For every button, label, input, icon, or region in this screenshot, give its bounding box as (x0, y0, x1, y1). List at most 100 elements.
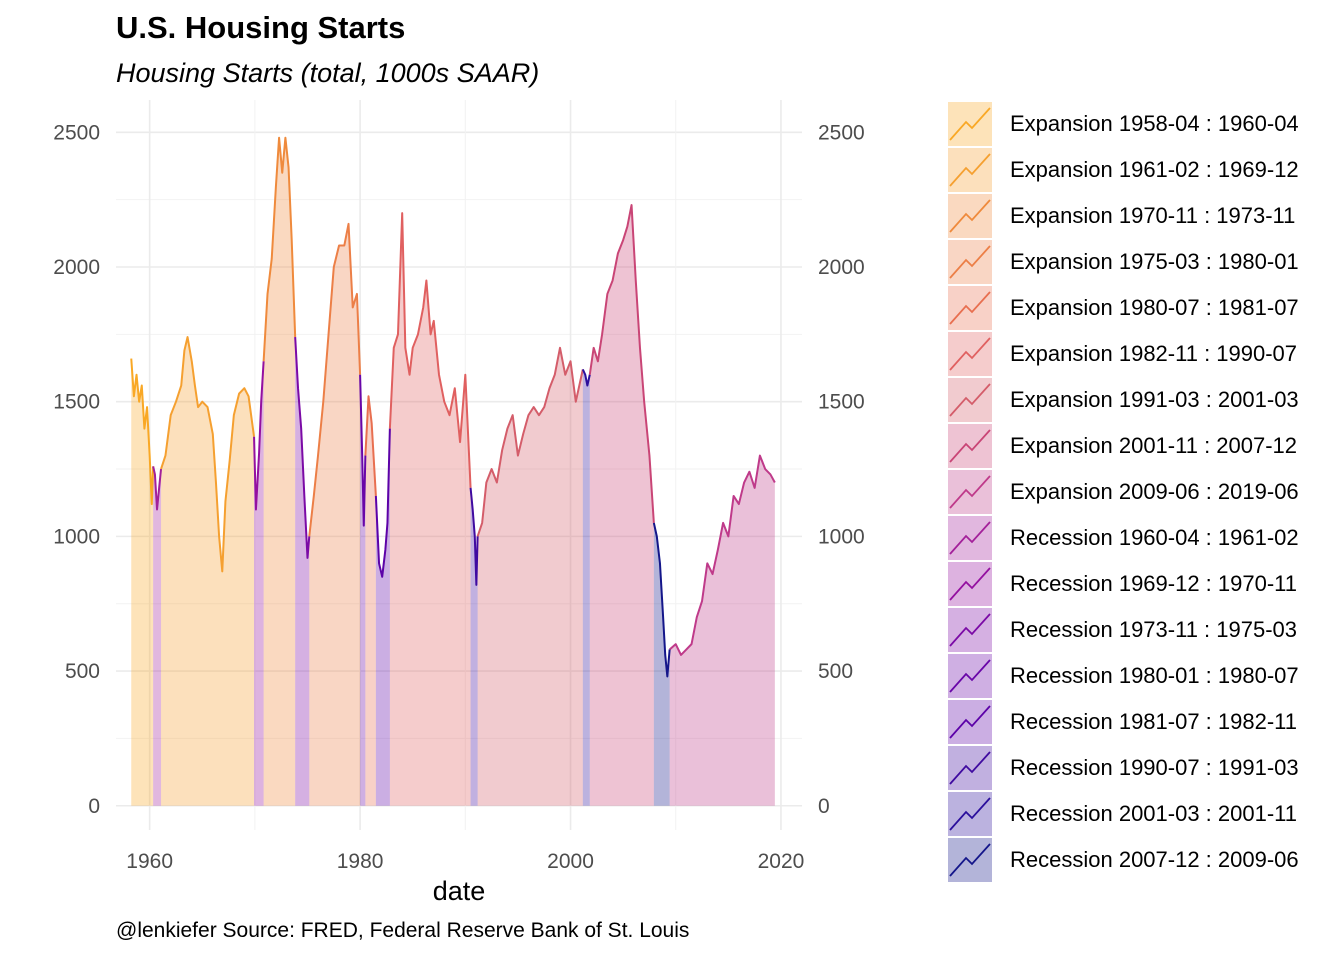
series-line-13 (359, 374, 367, 527)
legend-item: Recession 2007-12 : 2009-06 (948, 838, 1338, 882)
series-line-12 (294, 336, 311, 559)
legend-item: Expansion 2009-06 : 2019-06 (948, 470, 1338, 514)
legend-item: Recession 1980-01 : 1980-07 (948, 654, 1338, 698)
x-tick: 1980 (337, 850, 384, 873)
y-tick-left: 500 (65, 660, 100, 683)
legend-swatch (948, 562, 992, 606)
legend-label: Expansion 2009-06 : 2019-06 (1010, 479, 1299, 504)
y-tick-left: 1500 (53, 391, 100, 414)
series-line-4 (308, 222, 362, 537)
area-11 (254, 361, 264, 806)
legend-line (949, 521, 991, 555)
legend-line (949, 107, 991, 141)
y-tick-left: 1000 (53, 525, 100, 548)
area-7 (477, 347, 583, 806)
area-4 (309, 223, 361, 806)
legend-key (948, 562, 992, 606)
legend-swatch (948, 700, 992, 744)
area-15 (470, 487, 478, 806)
y-tick-right: 500 (818, 660, 853, 683)
area-17 (653, 522, 670, 806)
y-tick-right: 2000 (818, 256, 865, 279)
series-line-9 (668, 454, 776, 656)
legend-item: Expansion 1961-02 : 1969-12 (948, 148, 1338, 192)
legend-line (949, 567, 991, 601)
legend-swatch (948, 424, 992, 468)
legend-line (949, 337, 991, 371)
legend-key (948, 838, 992, 882)
series-line-11 (253, 361, 265, 511)
legend-key (948, 102, 992, 146)
legend-line (949, 475, 991, 509)
legend-key (948, 516, 992, 560)
legend-key (948, 792, 992, 836)
legend-item: Recession 1990-07 : 1991-03 (948, 746, 1338, 790)
y-tick-left: 2000 (53, 256, 100, 279)
legend-line (949, 245, 991, 279)
series-line-15 (469, 487, 479, 586)
series-line-7 (476, 346, 584, 537)
area-1 (131, 358, 154, 806)
legend-label: Expansion 2001-11 : 2007-12 (1010, 433, 1298, 458)
area-13 (360, 374, 366, 806)
series-line-2 (160, 336, 256, 573)
area-6 (389, 213, 471, 806)
legend-item: Expansion 1991-03 : 2001-03 (948, 378, 1338, 422)
legend-swatch (948, 102, 992, 146)
legend-label: Recession 2007-12 : 2009-06 (1010, 847, 1299, 872)
caption: @lenkiefer Source: FRED, Federal Reserve… (116, 919, 690, 942)
chart-title: U.S. Housing Starts (116, 10, 406, 45)
legend-swatch (948, 378, 992, 422)
legend-label: Recession 1990-07 : 1991-03 (1010, 755, 1299, 780)
legend-line (949, 291, 991, 325)
legend-label: Expansion 1975-03 : 1980-01 (1010, 249, 1299, 274)
legend-label: Recession 1973-11 : 1975-03 (1010, 617, 1298, 642)
legend-swatch (948, 746, 992, 790)
legend-label: Recession 1969-12 : 1970-11 (1010, 571, 1298, 596)
legend-key (948, 240, 992, 284)
legend-line (949, 429, 991, 463)
legend-item: Recession 1973-11 : 1975-03 (948, 608, 1338, 652)
series-line-17 (652, 522, 671, 678)
x-axis-title: date (433, 876, 486, 906)
legend-label: Recession 1981-07 : 1982-11 (1010, 709, 1298, 734)
y-tick-right: 0 (818, 795, 830, 818)
series-line-5 (364, 395, 377, 497)
legend-line (949, 659, 991, 693)
legend-key (948, 194, 992, 238)
series-lines (130, 136, 776, 678)
x-tick: 2000 (547, 850, 594, 873)
area-12 (295, 337, 310, 806)
legend-item: Recession 1960-04 : 1961-02 (948, 516, 1338, 560)
legend-item: Expansion 1982-11 : 1990-07 (948, 332, 1338, 376)
legend-key (948, 424, 992, 468)
legend-swatch (948, 608, 992, 652)
legend-item: Expansion 2001-11 : 2007-12 (948, 424, 1338, 468)
legend-label: Recession 1980-01 : 1980-07 (1010, 663, 1299, 688)
series-line-8 (588, 204, 655, 523)
y-tick-left: 2500 (53, 121, 100, 144)
legend-item: Recession 1969-12 : 1970-11 (948, 562, 1338, 606)
legend-key (948, 332, 992, 376)
area-9 (669, 455, 775, 806)
legend-label: Expansion 1970-11 : 1973-11 (1010, 203, 1296, 228)
legend-key (948, 148, 992, 192)
series-line-16 (581, 368, 591, 387)
legend-key (948, 746, 992, 790)
series-line-3 (262, 136, 297, 362)
legend-line (949, 199, 991, 233)
series-line-1 (130, 358, 155, 506)
legend-swatch (948, 654, 992, 698)
legend-key (948, 470, 992, 514)
legend-item: Expansion 1958-04 : 1960-04 (948, 102, 1338, 146)
x-tick: 2020 (758, 850, 805, 873)
legend-swatch (948, 148, 992, 192)
y-tick-right: 2500 (818, 121, 865, 144)
legend-key (948, 286, 992, 330)
series-line-6 (388, 212, 472, 488)
legend-item: Recession 1981-07 : 1982-11 (948, 700, 1338, 744)
legend-line (949, 153, 991, 187)
tick-labels: 0 500 1000 1500 2000 2500 0 500 1000 1500 2000 2500… (53, 121, 864, 873)
legend-item: Recession 2001-03 : 2001-11 (948, 792, 1338, 836)
legend-label: Recession 2001-03 : 2001-11 (1010, 801, 1298, 826)
